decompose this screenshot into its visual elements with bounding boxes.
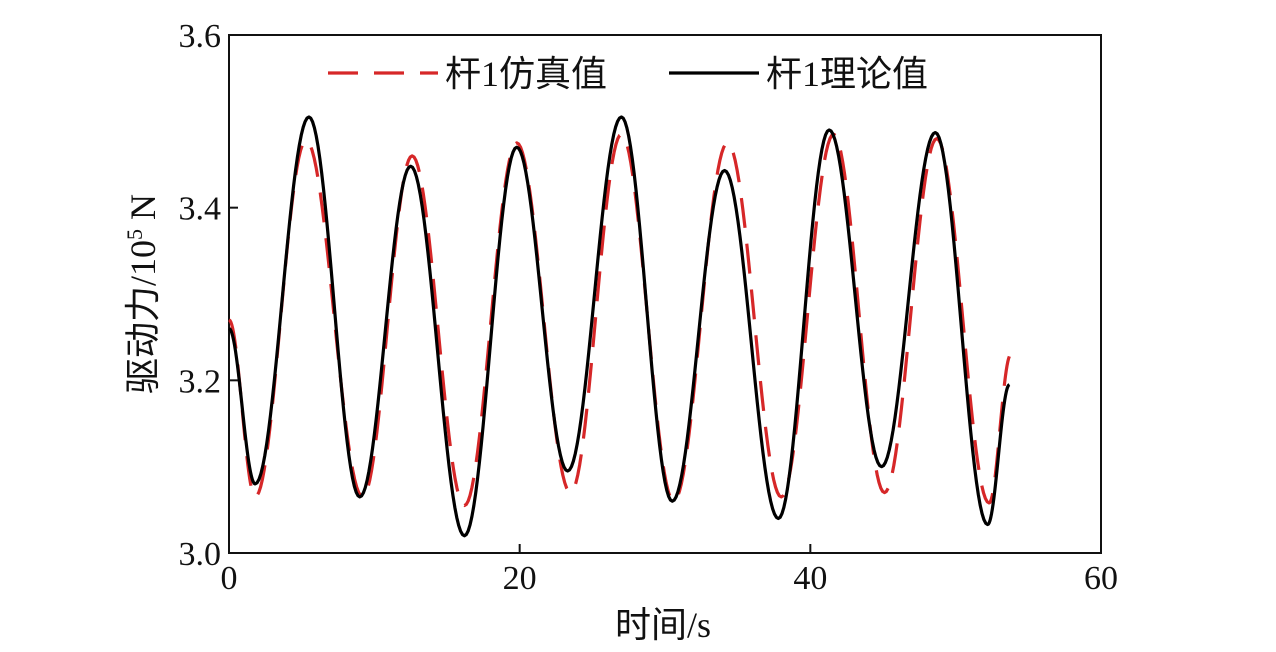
axis-ticks: 0 20 40 60 3.0 3.2 3.4 3.6 [179,18,1119,597]
legend-label-simulated: 杆1仿真值 [445,54,607,94]
y-tick-label: 3.6 [179,18,222,55]
series-layer [228,115,1012,538]
legend-label-theoretical: 杆1理论值 [766,54,928,94]
x-axis-title: 时间/s [615,605,711,645]
plot-area [228,34,1102,554]
y-tick-label: 3.0 [179,536,222,573]
y-axis-title-superscript: 5 [122,229,147,240]
y-tick-label: 3.4 [179,191,222,228]
x-tick-label: 0 [221,560,238,597]
series-line-simulated [228,132,1012,508]
series-line-theoretical [228,115,1011,538]
x-tick-label: 60 [1084,560,1118,597]
x-tick-label: 20 [503,560,537,597]
legend: 杆1仿真值 杆1理论值 [328,54,928,94]
x-tick-label: 40 [793,560,827,597]
y-axis-title-unit: N [123,194,163,229]
y-axis-title-main: 驱动力/10 [123,240,163,394]
y-axis-title: 驱动力/105 N [122,194,163,394]
y-tick-label: 3.2 [179,363,222,400]
